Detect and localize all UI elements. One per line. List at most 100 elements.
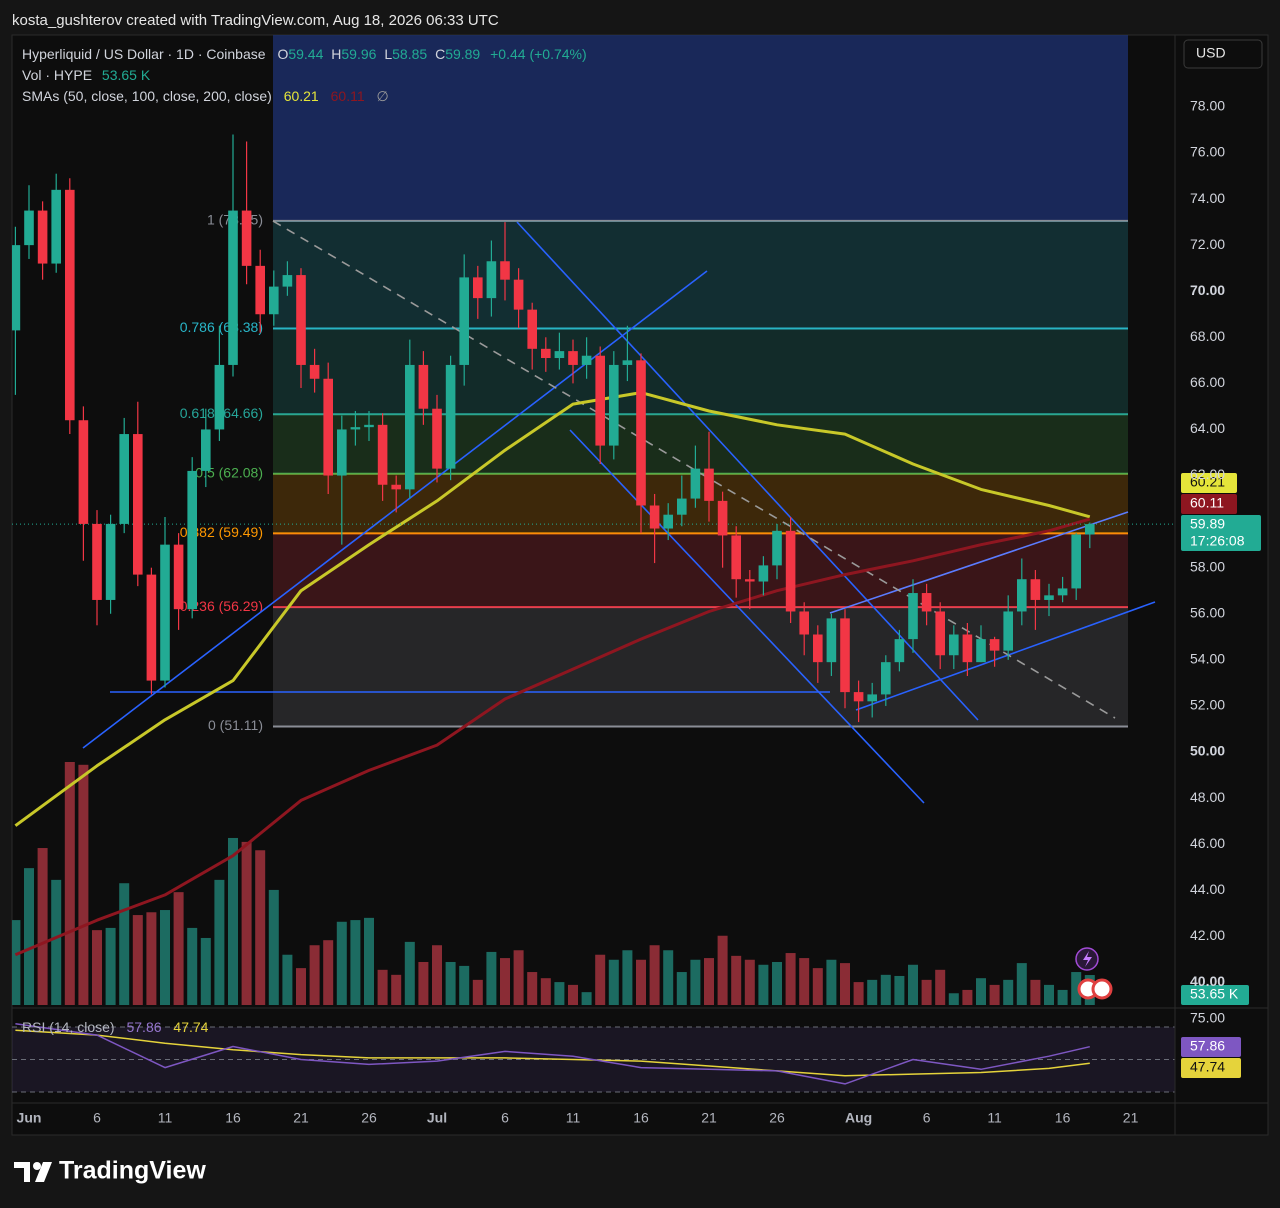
candle-body: [296, 275, 306, 365]
volume-bar: [105, 927, 116, 1005]
volume-bar: [472, 979, 483, 1005]
volume-bar: [649, 945, 660, 1005]
volume-bar: [323, 940, 334, 1005]
y-tick-label: 68.00: [1190, 328, 1225, 344]
candle-body: [65, 189, 75, 421]
volume-bar: [758, 964, 769, 1005]
y-tick-label: 76.00: [1190, 144, 1225, 160]
volume-bar: [486, 951, 497, 1005]
candle-body: [173, 544, 184, 610]
candle-body: [1057, 588, 1068, 596]
volume-bar: [608, 959, 619, 1005]
fib-label: 0.786 (68.38): [180, 319, 263, 335]
badge: [1181, 1037, 1241, 1057]
currency[interactable]: USD: [1196, 45, 1226, 61]
volume-bar: [37, 848, 48, 1005]
candle-body: [486, 261, 497, 299]
volume-bar: [744, 959, 755, 1005]
event-flag[interactable]: [1091, 978, 1113, 1000]
candle-body: [568, 351, 578, 365]
volume-bar: [853, 982, 864, 1005]
badge: [1181, 473, 1237, 493]
badge-volume: 53.65 K: [1190, 986, 1239, 1002]
volume-bar: [228, 837, 238, 1005]
volume-bar: [160, 910, 170, 1005]
fib-label: 0.382 (59.49): [180, 524, 263, 540]
x-tick-label: 21: [1123, 1110, 1139, 1126]
candle-body: [554, 351, 565, 359]
candle-body: [214, 364, 225, 430]
volume-bar: [336, 921, 347, 1005]
volume-bar: [935, 969, 946, 1005]
volume-bar: [1030, 979, 1041, 1005]
x-tick-label: 6: [93, 1110, 101, 1126]
candle-body: [867, 694, 877, 702]
volume-bar: [445, 961, 456, 1005]
volume-bar: [350, 920, 361, 1005]
candle-body: [241, 210, 252, 266]
candle-body: [255, 265, 265, 315]
volume-bar: [432, 945, 442, 1005]
candle-body: [690, 468, 701, 499]
volume-bar: [772, 961, 782, 1005]
candle-body: [337, 429, 347, 476]
candle-body: [908, 593, 918, 640]
volume-bar: [1071, 972, 1082, 1005]
rsi-ma-value: 47.74: [173, 1019, 208, 1035]
volume-bar: [64, 762, 75, 1005]
sma-line: [14, 391, 1091, 827]
y-tick-label: 48.00: [1190, 789, 1225, 805]
x-tick-label: 26: [769, 1110, 785, 1126]
volume-bar: [119, 883, 130, 1005]
fib-layer: 1 (73.05)0.786 (68.38)0.618 (64.66)0.5 (…: [180, 35, 1128, 733]
badge-sma100: 60.11: [1190, 495, 1224, 511]
y-tick-label: 42.00: [1190, 927, 1225, 943]
candle-body: [350, 427, 361, 430]
rsi-value: 57.86: [126, 1019, 161, 1035]
candle-body: [704, 468, 714, 501]
sma-none: ∅: [377, 88, 389, 104]
trend-line: [82, 270, 708, 749]
volume-bar: [391, 974, 402, 1005]
volume-bar: [282, 954, 293, 1005]
candle-body: [785, 530, 796, 612]
y-tick-label: 58.00: [1190, 558, 1225, 574]
candle-body: [473, 277, 483, 299]
volume-bar: [500, 958, 510, 1005]
y-tick-label: 52.00: [1190, 697, 1225, 713]
sma-value: 60.21: [284, 88, 319, 104]
volume-bar: [894, 975, 905, 1005]
volume-bar: [948, 993, 959, 1005]
badge: [1181, 1058, 1241, 1078]
x-tick-label: 21: [701, 1110, 717, 1126]
badge-sma50: 60.21: [1190, 474, 1225, 490]
candle-body: [405, 364, 415, 490]
logo-shape: [35, 1162, 52, 1182]
volume-bar: [78, 764, 89, 1005]
rsi-title: RSI (14, close): [22, 1019, 115, 1035]
x-tick-label: Aug: [845, 1110, 872, 1126]
volume-bar: [364, 917, 374, 1005]
candle-body: [391, 484, 401, 490]
volume-bar: [554, 982, 565, 1005]
fib-band: [273, 220, 1128, 329]
rsi-tick-label: 75.00: [1190, 1010, 1225, 1026]
volume-bar: [200, 937, 211, 1005]
volume-bar: [826, 959, 837, 1005]
volume-bar: [867, 979, 878, 1005]
candle-body: [581, 355, 592, 365]
x-tick-label: 16: [225, 1110, 241, 1126]
trend-line: [829, 511, 1129, 614]
currency-box[interactable]: [1183, 39, 1263, 69]
candle-body: [513, 279, 524, 310]
volume-bar: [187, 927, 198, 1005]
x-tick-label: Jun: [17, 1110, 42, 1126]
volume-bar: [690, 959, 701, 1005]
y-tick-label: 46.00: [1190, 835, 1225, 851]
candle-body: [133, 434, 143, 575]
volume-bar: [146, 912, 157, 1005]
candle-body: [201, 429, 211, 471]
x-tick-label: 11: [158, 1110, 173, 1126]
candle-body: [1085, 524, 1095, 535]
